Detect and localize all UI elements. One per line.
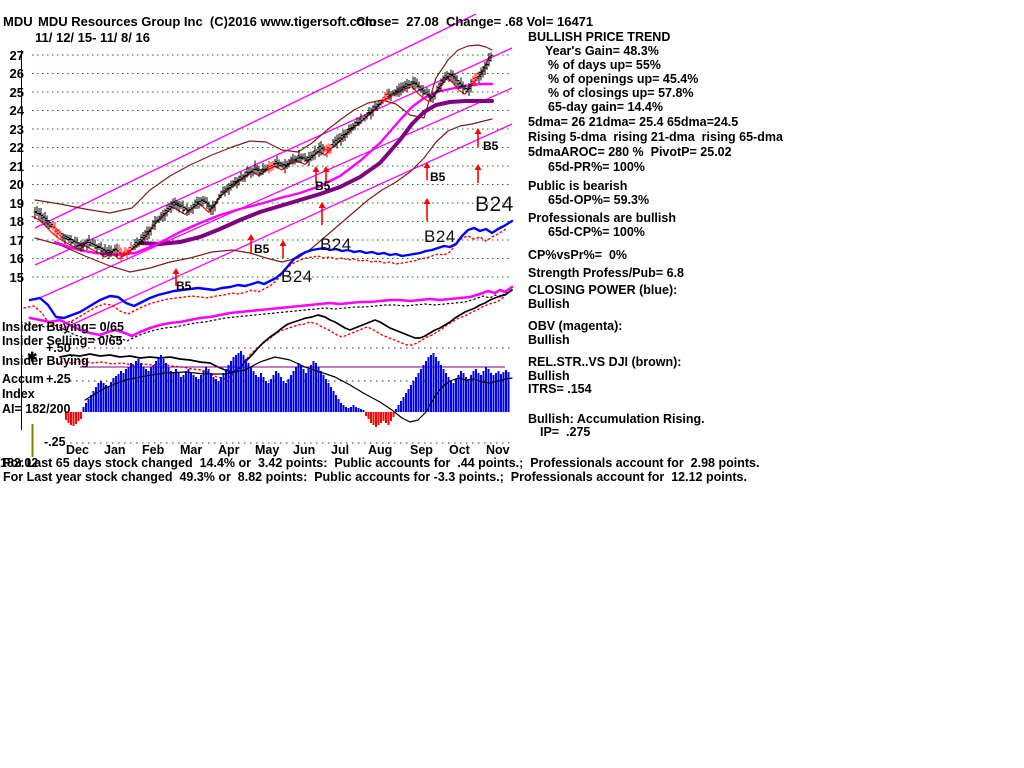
price-tick-label: 15 [9, 269, 24, 285]
month-label: Jun [293, 443, 316, 457]
footer-line2: For Last year stock changed 49.3% or 8.8… [3, 470, 747, 484]
stat-line: Bullish: Accumulation Rising. [528, 412, 705, 426]
stat-line: Year's Gain= 48.3% [545, 44, 659, 58]
footer-overlay-value: 182.02 [0, 456, 39, 470]
price-tick-label: 19 [9, 195, 24, 211]
chart-title: MDU Resources Group Inc (C)2016 www.tige… [38, 14, 377, 29]
month-label: Dec [66, 443, 89, 457]
indicator-label: ✱ [27, 350, 38, 364]
indicator-label: +.50 [46, 341, 71, 355]
stat-line: Bullish [528, 333, 570, 347]
stat-line: IP= .275 [540, 425, 591, 439]
price-tick-label: 16 [9, 251, 24, 266]
stat-line: 65-day gain= 14.4% [548, 100, 663, 114]
stat-line: Strength Profess/Pub= 6.8 [528, 266, 684, 280]
price-tick-label: 18 [9, 214, 24, 229]
stat-line: 65d-CP%= 100% [548, 225, 645, 239]
stat-line: CP%vsPr%= 0% [528, 248, 628, 262]
month-label: Jan [104, 443, 126, 457]
price-tick-label: 26 [9, 66, 24, 81]
month-label: Jul [331, 443, 350, 457]
price-tick-label: 27 [9, 47, 24, 63]
stat-line: Professionals are bullish [528, 211, 676, 225]
stat-line: BULLISH PRICE TREND [528, 30, 671, 44]
price-tick-label: 24 [9, 103, 24, 118]
stat-line: 5dma= 26 21dma= 25.4 65dma=24.5 [528, 115, 739, 129]
stat-line: ITRS= .154 [528, 382, 592, 396]
indicator-label: AI= 182/200 [2, 402, 71, 416]
b24-signal-label: B24 [320, 235, 352, 254]
month-label: Nov [486, 443, 510, 457]
month-label: Oct [449, 443, 470, 457]
month-label: May [255, 443, 280, 457]
stat-line: Rising 5-dma rising 21-dma rising 65-dma [528, 130, 783, 144]
indicator-label: Insider Selling= 0/65 [2, 334, 123, 348]
indicator-label: Insider Buying [2, 354, 89, 368]
stat-line: Public is bearish [528, 179, 628, 193]
price-tick-label: 17 [9, 232, 24, 248]
b5-signal-label: B5 [483, 139, 499, 153]
indicator-label: Insider Buying= 0/65 [2, 320, 124, 334]
stat-line: OBV (magenta): [528, 319, 623, 333]
price-tick-label: 20 [9, 177, 24, 192]
stat-line: REL.STR..VS DJI (brown): [528, 355, 682, 369]
indicator-label: Index [2, 387, 35, 401]
stat-line: 65d-PR%= 100% [548, 160, 645, 174]
stat-line: % of days up= 55% [548, 58, 661, 72]
b5-signal-label: B5 [430, 170, 446, 184]
month-label: Sep [410, 443, 433, 457]
indicator-label: Accum [2, 372, 44, 386]
stat-line: 5dmaAROC= 280 % PivotP= 25.02 [528, 145, 732, 159]
b24-signal-label: B24 [424, 227, 456, 246]
b5-signal-label: B5 [254, 242, 270, 256]
b24-signal-label: B24 [475, 193, 514, 216]
stat-line: 65d-OP%= 59.3% [548, 193, 650, 207]
ticker-symbol: MDU [3, 14, 33, 29]
stat-line: Bullish [528, 297, 570, 311]
b5-signal-label: B5 [176, 279, 192, 293]
indicator-label: -.25 [44, 435, 66, 449]
b24-signal-label: B24 [281, 267, 313, 286]
month-label: Mar [180, 443, 203, 457]
stat-line: CLOSING POWER (blue): [528, 283, 678, 297]
indicator-label: +.25 [46, 372, 71, 386]
price-tick-label: 23 [9, 121, 24, 137]
month-label: Feb [142, 443, 165, 457]
date-range: 11/ 12/ 15- 11/ 8/ 16 [35, 30, 150, 45]
price-tick-label: 25 [9, 84, 24, 100]
month-label: Apr [218, 443, 240, 457]
price-tick-label: 21 [9, 158, 24, 174]
stat-line: % of openings up= 45.4% [548, 72, 699, 86]
price-tick-label: 22 [9, 140, 24, 155]
footer-line1: For Last 65 days stock changed 14.4% or … [3, 456, 760, 470]
stat-line: % of closings up= 57.8% [548, 86, 694, 100]
quote-summary: Close= 27.08 Change= .68 Vol= 16471 [356, 14, 594, 29]
stat-line: Bullish [528, 369, 570, 383]
month-label: Aug [368, 443, 393, 457]
b5-signal-label: B5 [315, 179, 331, 193]
